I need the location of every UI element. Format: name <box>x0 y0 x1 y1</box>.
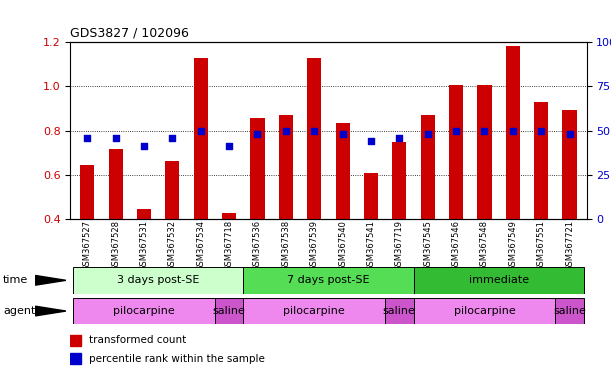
Bar <box>215 298 243 324</box>
Bar <box>506 46 520 219</box>
Text: 3 days post-SE: 3 days post-SE <box>117 275 199 285</box>
Bar <box>449 85 463 219</box>
Text: immediate: immediate <box>469 275 529 285</box>
Bar <box>420 115 435 219</box>
Point <box>196 127 206 134</box>
Bar <box>243 298 385 324</box>
Bar <box>364 172 378 219</box>
Point <box>395 134 404 141</box>
Bar <box>307 58 321 219</box>
Bar <box>73 298 215 324</box>
Point <box>423 131 433 137</box>
Text: pilocarpine: pilocarpine <box>284 306 345 316</box>
Text: GDS3827 / 102096: GDS3827 / 102096 <box>70 26 189 40</box>
Bar <box>109 149 123 219</box>
Text: percentile rank within the sample: percentile rank within the sample <box>89 354 265 364</box>
Bar <box>251 118 265 219</box>
Point <box>167 134 177 141</box>
Bar <box>414 267 584 294</box>
Text: agent: agent <box>3 306 35 316</box>
Bar <box>279 115 293 219</box>
Text: saline: saline <box>553 306 586 316</box>
Text: transformed count: transformed count <box>89 335 186 346</box>
Text: saline: saline <box>383 306 415 316</box>
Point <box>565 131 574 137</box>
Point <box>338 131 348 137</box>
Bar <box>477 85 491 219</box>
Point <box>224 143 234 149</box>
Text: time: time <box>3 275 28 285</box>
Bar <box>222 214 236 219</box>
Text: saline: saline <box>213 306 246 316</box>
Point <box>451 127 461 134</box>
Bar <box>73 267 243 294</box>
Point <box>252 131 262 137</box>
Point <box>309 127 319 134</box>
Point <box>508 127 518 134</box>
Point <box>480 127 489 134</box>
Point <box>281 127 291 134</box>
Bar <box>243 267 414 294</box>
Text: pilocarpine: pilocarpine <box>453 306 515 316</box>
Bar <box>335 123 349 219</box>
Bar <box>70 353 81 364</box>
Bar <box>563 109 577 219</box>
Text: pilocarpine: pilocarpine <box>113 306 175 316</box>
Bar <box>137 209 151 219</box>
Point <box>82 134 92 141</box>
Polygon shape <box>35 275 66 285</box>
Bar <box>534 102 548 219</box>
Bar <box>166 162 180 219</box>
Bar <box>392 142 406 219</box>
Polygon shape <box>35 306 66 316</box>
Bar <box>80 165 94 219</box>
Bar <box>385 298 414 324</box>
Text: 7 days post-SE: 7 days post-SE <box>287 275 370 285</box>
Point <box>366 138 376 144</box>
Point <box>139 143 149 149</box>
Bar <box>70 335 81 346</box>
Point <box>111 134 120 141</box>
Bar <box>555 298 584 324</box>
Point <box>536 127 546 134</box>
Bar <box>194 58 208 219</box>
Bar <box>414 298 555 324</box>
